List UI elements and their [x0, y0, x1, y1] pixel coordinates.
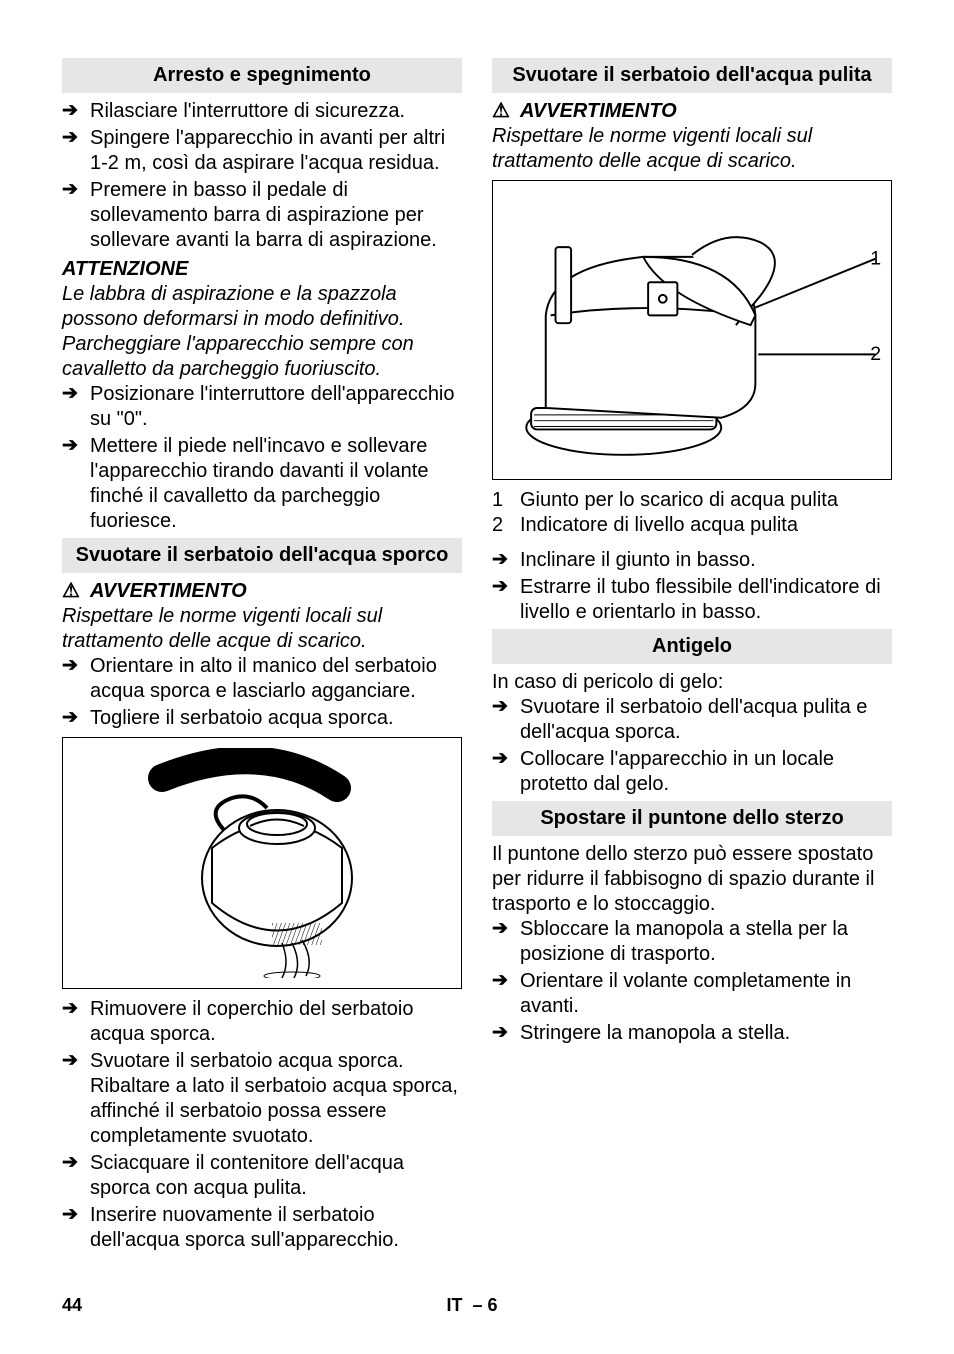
warning-label: AVVERTIMENTO [62, 579, 462, 604]
list-item: Mettere il piede nell'incavo e sollevare… [62, 434, 462, 534]
list-stop-2: Posizionare l'interruttore dell'apparecc… [62, 382, 462, 534]
list-clean: Inclinare il giunto in basso. Estrarre i… [492, 548, 892, 625]
list-item: Rimuovere il coperchio del serbatoio acq… [62, 997, 462, 1047]
page-footer: 44 IT – 6 [62, 1284, 892, 1317]
warning-label-right: AVVERTIMENTO [492, 99, 892, 124]
list-item: Sciacquare il contenitore dell'acqua spo… [62, 1151, 462, 1201]
section-steering: Spostare il puntone dello sterzo [492, 801, 892, 836]
section-stop: Arresto e spegnimento [62, 58, 462, 93]
list-item: Estrarre il tubo flessibile dell'indicat… [492, 575, 892, 625]
list-antifreeze: Svuotare il serbatoio dell'acqua pulita … [492, 695, 892, 797]
warning-body-right: Rispettare le norme vigenti locali sul t… [492, 124, 892, 174]
list-item: Inserire nuovamente il serbatoio dell'ac… [62, 1203, 462, 1253]
warning-body: Rispettare le norme vigenti locali sul t… [62, 604, 462, 654]
callout-2: 2 [870, 343, 881, 365]
footer-sub: – 6 [473, 1295, 498, 1315]
callout-1: 1 [870, 248, 881, 270]
callout-legend: 1Giunto per lo scarico di acqua pulita 2… [492, 488, 892, 538]
section-clean-water: Svuotare il serbatoio dell'acqua pulita [492, 58, 892, 93]
footer-lang: IT [446, 1295, 462, 1315]
list-item: Premere in basso il pedale di sollevamen… [62, 178, 462, 253]
list-item: Orientare in alto il manico del serbatoi… [62, 654, 462, 704]
legend-label-1: Giunto per lo scarico di acqua pulita [520, 488, 838, 513]
list-stop-1: Rilasciare l'interruttore di sicurezza. … [62, 99, 462, 253]
list-item: Spingere l'apparecchio in avanti per alt… [62, 126, 462, 176]
attention-label: ATTENZIONE [62, 257, 462, 282]
figure-tank [62, 737, 462, 989]
list-item: Svuotare il serbatoio dell'acqua pulita … [492, 695, 892, 745]
list-steering: Sbloccare la manopola a stella per la po… [492, 917, 892, 1046]
legend-num-2: 2 [492, 513, 520, 538]
page-number: 44 [62, 1294, 82, 1317]
section-antifreeze: Antigelo [492, 629, 892, 664]
list-item: Sbloccare la manopola a stella per la po… [492, 917, 892, 967]
list-item: Togliere il serbatoio acqua sporca. [62, 706, 462, 731]
section-dirty-water: Svuotare il serbatoio dell'acqua sporco [62, 538, 462, 573]
list-item: Collocare l'apparecchio in un locale pro… [492, 747, 892, 797]
list-dirty-1: Orientare in alto il manico del serbatoi… [62, 654, 462, 731]
list-item: Stringere la manopola a stella. [492, 1021, 892, 1046]
legend-num-1: 1 [492, 488, 520, 513]
list-dirty-2: Rimuovere il coperchio del serbatoio acq… [62, 997, 462, 1253]
list-item: Svuotare il serbatoio acqua sporca. Riba… [62, 1049, 462, 1149]
list-item: Orientare il volante completamente in av… [492, 969, 892, 1019]
legend-label-2: Indicatore di livello acqua pulita [520, 513, 798, 538]
list-item: Posizionare l'interruttore dell'apparecc… [62, 382, 462, 432]
list-item: Rilasciare l'interruttore di sicurezza. [62, 99, 462, 124]
attention-body: Le labbra di aspirazione e la spazzola p… [62, 282, 462, 382]
steering-intro: Il puntone dello sterzo può essere spost… [492, 842, 892, 917]
antifreeze-intro: In caso di pericolo di gelo: [492, 670, 892, 695]
figure-machine: 1 2 [492, 180, 892, 480]
list-item: Inclinare il giunto in basso. [492, 548, 892, 573]
